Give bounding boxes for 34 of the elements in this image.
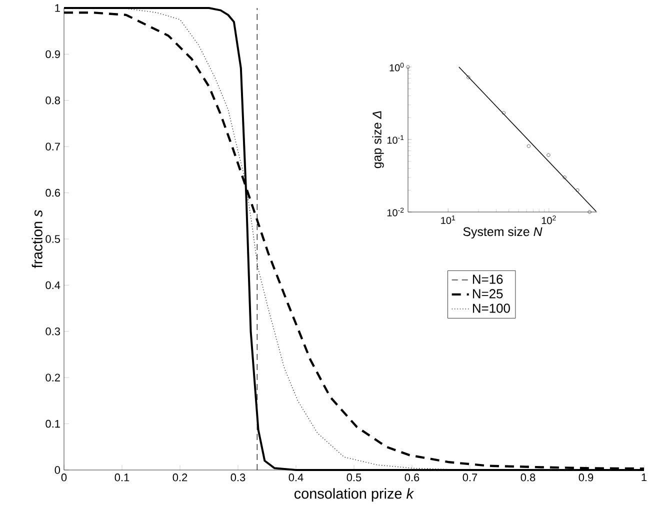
x-tick-label: 0.8 [520,474,536,482]
y-axis-title: fraction s [32,210,42,268]
x-tick-label: 0.6 [404,474,420,482]
x-axis-title: consolation prize k [294,488,414,502]
y-tick-label: 0.9 [46,50,60,58]
x-tick-label: 10$^{2}$ [542,216,556,224]
y-tick-label: 0.5 [46,235,60,243]
y-tick-label: 0.7 [46,142,60,150]
y-tick-label: 0.2 [46,374,60,382]
y-tick-label: 0.1 [46,420,60,428]
x-tick-label: 0 [61,474,67,482]
y-tick-label: 0 [54,466,60,474]
y-tick-label: 0.4 [46,281,60,290]
x-axis-title: System size N [463,226,542,239]
y-tick-label: 10$^{-2}$ [387,208,404,216]
x-tick-label: 0.7 [462,474,478,482]
x-tick-label: 0.3 [230,474,246,482]
x-tick-label: 0.4 [288,474,304,482]
x-tick-label: 0.2 [172,474,188,482]
legend-label: N=25 [473,289,503,298]
y-tick-label: 0.3 [46,328,60,336]
y-tick-label: 1 [55,4,60,12]
x-tick-label: 1 [642,474,647,482]
x-tick-label: 0.5 [346,474,362,482]
y-tick-label: 10$^{0}$ [390,62,404,72]
x-tick-label: 0.9 [578,474,594,482]
x-tick-label: 0.1 [114,474,130,482]
x-tick-label: 10$^{1}$ [441,216,455,224]
y-tick-label: 0.6 [46,188,60,197]
legend-label: N=100 [473,304,510,313]
y-tick-label: 10$^{-1}$ [387,135,404,144]
y-tick-label: 0.8 [46,96,60,104]
y-axis-title: gap size Δ [372,111,384,168]
legend-label: N=16 [473,274,503,284]
